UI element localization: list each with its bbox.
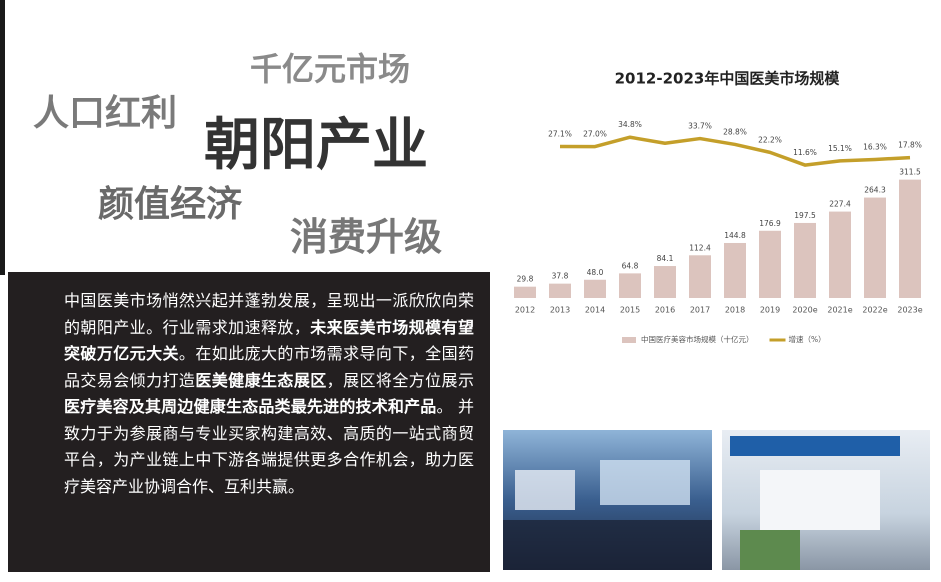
line-value-label: 34.8% [618, 120, 642, 129]
x-tick-label: 2018 [725, 306, 745, 315]
line-value-label: 28.8% [723, 127, 747, 136]
headline-word: 人口红利 [33, 93, 178, 134]
line-value-label: 15.1% [828, 144, 852, 153]
intro-segment: ，展区将全方位展示 [326, 370, 474, 390]
intro-highlight: 医疗美容及其周边健康生态品类最先进的技术和产品 [64, 397, 437, 416]
bar-value-label: 144.8 [724, 231, 746, 240]
x-tick-label: 2015 [620, 306, 640, 315]
bar [689, 255, 711, 298]
growth-line [559, 135, 911, 167]
x-tick-label: 2023e [897, 306, 922, 315]
x-tick-label: 2013 [550, 306, 570, 315]
intro-highlight: 医美健康生态展区 [195, 370, 327, 390]
intro-highlight: 未来医美市场规模有望突破万亿元大关 [64, 317, 474, 364]
chart-title: 2012-2023年中国医美市场规模 [615, 70, 841, 88]
line-value-label: 22.2% [758, 135, 782, 144]
bar [864, 197, 886, 298]
intro-segment: 中国医美市场悄然兴起并蓬勃发展，呈现出一派欣欣向荣的朝阳产业。行业需求加速释放， [64, 291, 474, 337]
headline-word: 千亿元市场 [250, 50, 411, 88]
x-tick-label: 2014 [585, 306, 605, 315]
legend-label: 增速（%） [789, 334, 826, 344]
intro-segment: 。 并致力于为参展商与专业买家构建高效、高质的一站式商贸平台，为产业链上中下游各… [64, 397, 474, 496]
x-tick-label: 2016 [655, 306, 675, 315]
x-tick-label: 2021e [827, 306, 852, 315]
bar [899, 179, 921, 298]
bar [759, 230, 781, 298]
x-tick-label: 2019 [760, 306, 780, 315]
intro-box: 中国医美市场悄然兴起并蓬勃发展，呈现出一派欣欣向荣的朝阳产业。行业需求加速释放，… [8, 272, 490, 572]
headline-word: 颜值经济 [98, 184, 243, 225]
left-rule [0, 0, 5, 275]
x-tick-label: 2017 [690, 306, 710, 315]
line-value-label: 27.1% [548, 129, 572, 138]
intro-text: 中国医美市场悄然兴起并蓬勃发展，呈现出一派欣欣向荣的朝阳产业。行业需求加速释放，… [64, 288, 474, 500]
x-tick-label: 2020e [792, 306, 817, 315]
bar-value-label: 64.8 [622, 261, 639, 270]
x-tick-label: 2022e [862, 306, 887, 315]
headline-word: 消费升级 [290, 215, 443, 259]
bar-value-label: 176.9 [759, 219, 781, 228]
bar-value-label: 48.0 [587, 268, 604, 277]
bar-value-label: 227.4 [829, 200, 851, 209]
intro-segment: 。在如此庞大的市场需求导向下，全国药品交易会倾力打造 [64, 344, 474, 390]
bar-value-label: 84.1 [657, 254, 674, 263]
bar [829, 211, 851, 298]
line-value-label: 27.0% [583, 130, 607, 139]
bar [514, 286, 536, 298]
bar [549, 283, 571, 298]
bar [794, 222, 816, 298]
legend-label: 中国医疗美容市场规模（十亿元） [641, 334, 754, 344]
bar [654, 266, 676, 298]
x-tick-label: 2012 [515, 306, 535, 315]
line-value-label: 16.3% [863, 142, 887, 151]
photo-exhibition-hall [503, 430, 712, 570]
photo-exhibition-booth [722, 430, 930, 570]
bar-value-label: 29.8 [517, 275, 534, 284]
line-value-label: 17.8% [898, 141, 922, 150]
bar-value-label: 112.4 [689, 243, 711, 252]
line-value-label: 33.7% [688, 122, 712, 131]
bar [584, 279, 606, 298]
headline-word: 朝阳产业 [204, 113, 428, 178]
legend-swatch [622, 337, 636, 343]
bar-value-label: 264.3 [864, 186, 886, 195]
bar-value-label: 311.5 [899, 168, 921, 177]
line-value-label: 11.6% [793, 148, 817, 157]
bar-value-label: 197.5 [794, 211, 816, 220]
bar [724, 242, 746, 298]
bar [619, 273, 641, 298]
bar-value-label: 37.8 [552, 272, 569, 281]
